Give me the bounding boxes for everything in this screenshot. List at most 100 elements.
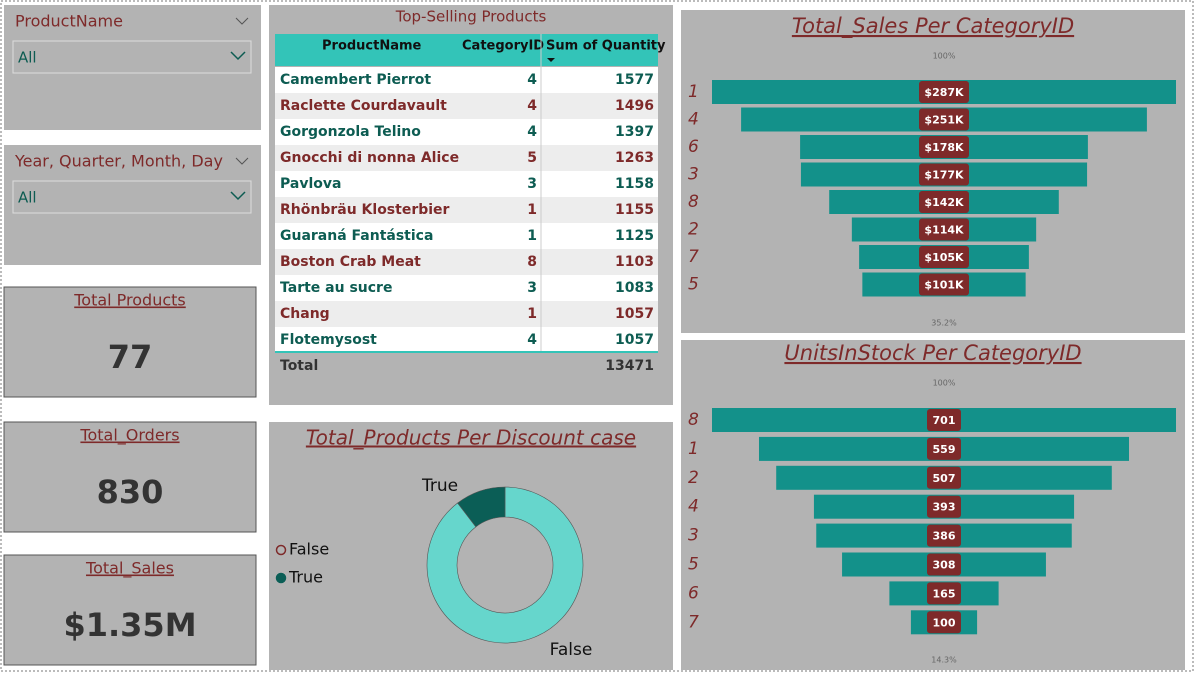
- cell: 1: [527, 228, 537, 244]
- slicer-dropdown[interactable]: [12, 40, 252, 74]
- cell: 1125: [615, 228, 654, 244]
- value-label-box: [919, 163, 969, 186]
- table-row: [275, 327, 658, 353]
- value-label-box: [919, 218, 969, 241]
- value-label: 386: [933, 530, 956, 543]
- value-label-box: [919, 136, 969, 158]
- value-label: $142K: [924, 196, 964, 209]
- slice-label: False: [550, 640, 593, 660]
- card-value: 77: [108, 338, 153, 376]
- category-label: 6: [688, 137, 699, 157]
- cell: 1057: [615, 306, 654, 322]
- cell: Tarte au sucre: [280, 280, 392, 296]
- card-title: Total_Sales: [85, 559, 174, 579]
- category-label: 5: [688, 275, 699, 295]
- legend-label[interactable]: True: [288, 568, 323, 587]
- chart-title: Total_Products Per Discount case: [306, 426, 636, 450]
- cell: Pavlova: [280, 176, 341, 192]
- table-row: [275, 171, 658, 197]
- value-label: 100: [933, 616, 956, 629]
- legend-marker[interactable]: [275, 572, 287, 584]
- cell: Rhönbräu Klosterbier: [280, 202, 450, 218]
- card-value: 830: [97, 473, 164, 511]
- table-row: [275, 275, 658, 301]
- slicer-dropdown[interactable]: [12, 180, 252, 214]
- cell: 1263: [615, 150, 654, 166]
- cell: 3: [527, 280, 537, 296]
- slicer-value: All: [18, 49, 37, 67]
- cell: 4: [527, 98, 537, 114]
- value-label-box: [919, 273, 969, 296]
- total-label: Total: [280, 358, 318, 374]
- category-label: 7: [688, 247, 699, 267]
- cell: Gnocchi di nonna Alice: [280, 150, 459, 166]
- value-label: 559: [933, 443, 956, 456]
- table-row: [275, 93, 658, 119]
- panel: [3, 286, 257, 398]
- value-label-box: [927, 553, 961, 576]
- value-label: 701: [933, 414, 956, 427]
- category-label: 4: [688, 497, 699, 517]
- donut-slice: [457, 486, 506, 528]
- slicer-value: All: [18, 189, 37, 207]
- value-label: $101K: [924, 279, 964, 292]
- column-header: CategoryID: [462, 39, 544, 54]
- value-label-box: [927, 409, 961, 431]
- value-label: $177K: [924, 169, 964, 182]
- cell: Flotemysost: [280, 332, 377, 348]
- donut-slice: [426, 486, 584, 644]
- value-label: 507: [933, 472, 956, 485]
- table-row: [275, 145, 658, 171]
- table-row: [275, 67, 658, 93]
- cell: Guaraná Fantástica: [280, 228, 433, 244]
- cell: 4: [527, 72, 537, 88]
- chevron: [235, 157, 249, 165]
- chart-title: Total_Sales Per CategoryID: [792, 14, 1074, 39]
- card-title: Total Products: [73, 291, 186, 310]
- category-label: 4: [688, 110, 699, 130]
- value-label: $105K: [924, 251, 964, 264]
- chevron: [230, 191, 246, 201]
- cell: Boston Crab Meat: [280, 254, 421, 270]
- cell: 5: [527, 150, 537, 166]
- category-label: 8: [688, 192, 699, 212]
- cell: Camembert Pierrot: [280, 72, 431, 88]
- table-row: [275, 119, 658, 145]
- value-label-box: [919, 108, 969, 131]
- value-label: 308: [933, 559, 956, 572]
- category-label: 2: [688, 468, 699, 488]
- slicer-title: Year, Quarter, Month, Day: [14, 152, 223, 171]
- slicer-title: ProductName: [15, 12, 123, 31]
- legend-marker[interactable]: [275, 544, 287, 556]
- value-label: 393: [933, 501, 956, 514]
- category-label: 5: [688, 555, 699, 575]
- total-value: 13471: [605, 358, 654, 374]
- value-label-box: [927, 582, 961, 605]
- cell: 1158: [615, 176, 654, 192]
- cell: 1496: [615, 98, 654, 114]
- table-title: Top-Selling Products: [395, 8, 547, 26]
- value-label: $251K: [924, 114, 964, 127]
- funnel-bottom-label: 35.2%: [931, 319, 957, 328]
- category-label: 3: [688, 526, 699, 546]
- value-label: $178K: [924, 141, 964, 154]
- legend-label[interactable]: False: [289, 540, 329, 559]
- cell: 1577: [615, 72, 654, 88]
- funnel-bottom-label: 14.3%: [931, 656, 957, 665]
- cell: Gorgonzola Telino: [280, 124, 421, 140]
- cell: 1057: [615, 332, 654, 348]
- cell: Raclette Courdavault: [280, 98, 447, 114]
- category-label: 1: [688, 439, 699, 459]
- category-label: 3: [688, 165, 699, 185]
- slice-label: True: [421, 476, 458, 496]
- value-label-box: [927, 437, 961, 460]
- funnel-top-label: 100%: [933, 379, 956, 388]
- sort-icon: [547, 58, 555, 62]
- cell: 8: [527, 254, 537, 270]
- cell: 1083: [615, 280, 654, 296]
- column-header: ProductName: [322, 39, 422, 54]
- value-label: $114K: [924, 224, 964, 237]
- cell: 1: [527, 202, 537, 218]
